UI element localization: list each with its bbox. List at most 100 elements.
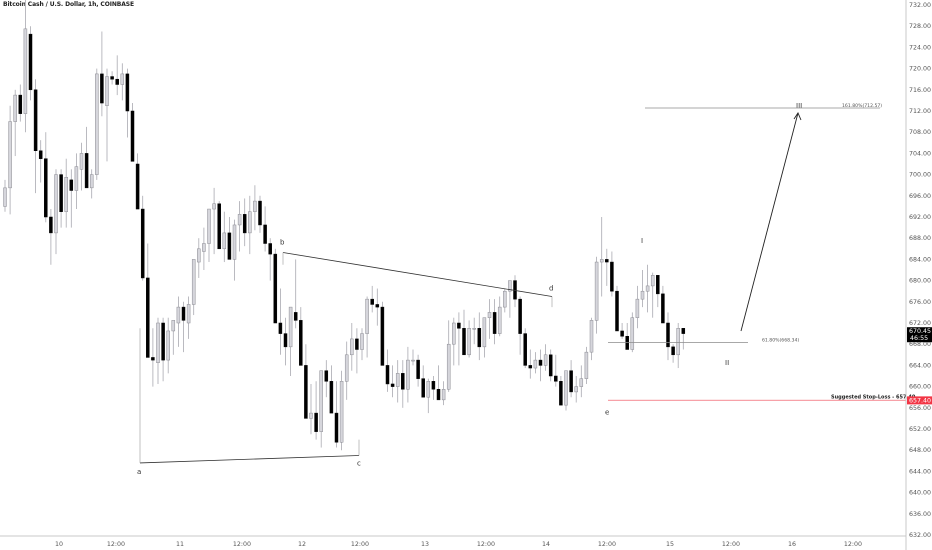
price-tick-label: 700.00 xyxy=(909,172,931,179)
price-tick-label: 732.00 xyxy=(909,2,931,9)
wave-label-c: c xyxy=(357,460,361,468)
candle-body xyxy=(89,174,94,189)
candle-body xyxy=(268,243,272,255)
candle xyxy=(477,312,482,361)
candle-body xyxy=(105,76,109,106)
price-axis[interactable]: 732.00 728.00 724.00 720.00 716.00 712.00 708.… xyxy=(905,0,931,550)
candle xyxy=(23,0,28,133)
candle-body xyxy=(487,312,492,318)
candle xyxy=(84,126,89,189)
price-tick-label: 696.00 xyxy=(909,193,931,200)
candle-body xyxy=(227,232,232,260)
candle-body xyxy=(355,338,359,350)
arrow-head-icon xyxy=(793,112,802,121)
candle-body xyxy=(44,158,48,218)
price-tick-label: 704.00 xyxy=(909,150,931,157)
candle-body xyxy=(523,333,527,366)
candle-body xyxy=(59,174,63,212)
candle-body xyxy=(54,174,58,234)
candle-body xyxy=(248,211,252,234)
candle-body xyxy=(232,224,237,260)
candle xyxy=(390,365,395,398)
candle-body xyxy=(467,328,471,356)
candle xyxy=(54,169,58,255)
candle-body xyxy=(222,232,227,250)
candle xyxy=(18,84,23,122)
candle-body xyxy=(309,412,313,419)
candle xyxy=(222,211,227,263)
candle-body xyxy=(156,322,160,363)
price-tick-label: 724.00 xyxy=(909,44,931,51)
candle-body xyxy=(304,365,308,419)
candle xyxy=(273,248,278,324)
candle xyxy=(482,317,487,358)
candle-body xyxy=(95,73,99,175)
wave-label-i: I xyxy=(641,237,643,245)
candle-body xyxy=(375,304,380,308)
candle-body xyxy=(518,298,522,334)
candle-body xyxy=(446,343,451,390)
candle xyxy=(441,381,446,406)
candle xyxy=(38,140,43,183)
candle-body xyxy=(620,330,624,337)
candle-body xyxy=(23,28,28,114)
candle xyxy=(13,89,17,157)
candle-body xyxy=(181,306,186,321)
candle xyxy=(304,344,308,419)
candle xyxy=(620,323,624,339)
candle-body xyxy=(497,306,502,334)
candle xyxy=(161,317,165,382)
candle-body xyxy=(28,33,33,91)
candle xyxy=(416,354,420,387)
candle xyxy=(105,68,109,162)
candle xyxy=(176,296,181,347)
time-axis[interactable]: 10 12:00 11 12:00 12 12:00 13 12:00 14 12:00 15 12:… xyxy=(0,535,906,548)
current-price-tag xyxy=(907,327,932,343)
candle xyxy=(33,79,38,194)
candle-body xyxy=(477,328,482,348)
candles-layer xyxy=(3,0,686,451)
candle-body xyxy=(84,153,89,189)
candle xyxy=(288,306,293,376)
candle xyxy=(186,296,191,339)
candle-body xyxy=(635,298,640,318)
stop-loss-label: Suggested Stop-Loss - 657.40 xyxy=(831,394,916,400)
price-tick-label: 684.00 xyxy=(909,256,931,263)
candle-body xyxy=(584,351,589,379)
candle xyxy=(630,312,635,353)
candle xyxy=(74,153,79,210)
candle xyxy=(584,346,589,384)
candle xyxy=(554,354,558,387)
time-tick-label: 15 xyxy=(666,541,674,548)
candle-body xyxy=(676,328,680,356)
candle-body xyxy=(135,163,140,210)
candle-body xyxy=(69,179,74,191)
candle xyxy=(548,349,553,382)
candle-body xyxy=(661,293,665,324)
candle xyxy=(594,256,599,334)
wave-label-a: a xyxy=(137,468,141,476)
candle xyxy=(635,285,640,329)
candle-body xyxy=(615,290,619,332)
stop-loss-tag-value: 657.40 xyxy=(909,397,931,404)
candle xyxy=(518,296,522,355)
candle-body xyxy=(64,177,68,212)
price-tick-label: 688.00 xyxy=(909,235,931,242)
candle xyxy=(431,376,436,400)
candle-body xyxy=(666,322,670,348)
candle-body xyxy=(344,354,349,382)
candle xyxy=(457,312,461,366)
candle xyxy=(467,320,471,358)
candle-body xyxy=(334,412,339,443)
candle-body xyxy=(360,333,364,350)
projection-arrow xyxy=(740,112,799,332)
wave-label-iii: III xyxy=(796,102,802,110)
candle xyxy=(426,378,431,414)
candle xyxy=(472,317,476,345)
candle-body xyxy=(492,312,497,334)
candle-body xyxy=(146,277,150,358)
candle-body xyxy=(273,253,278,324)
candle xyxy=(171,320,176,355)
